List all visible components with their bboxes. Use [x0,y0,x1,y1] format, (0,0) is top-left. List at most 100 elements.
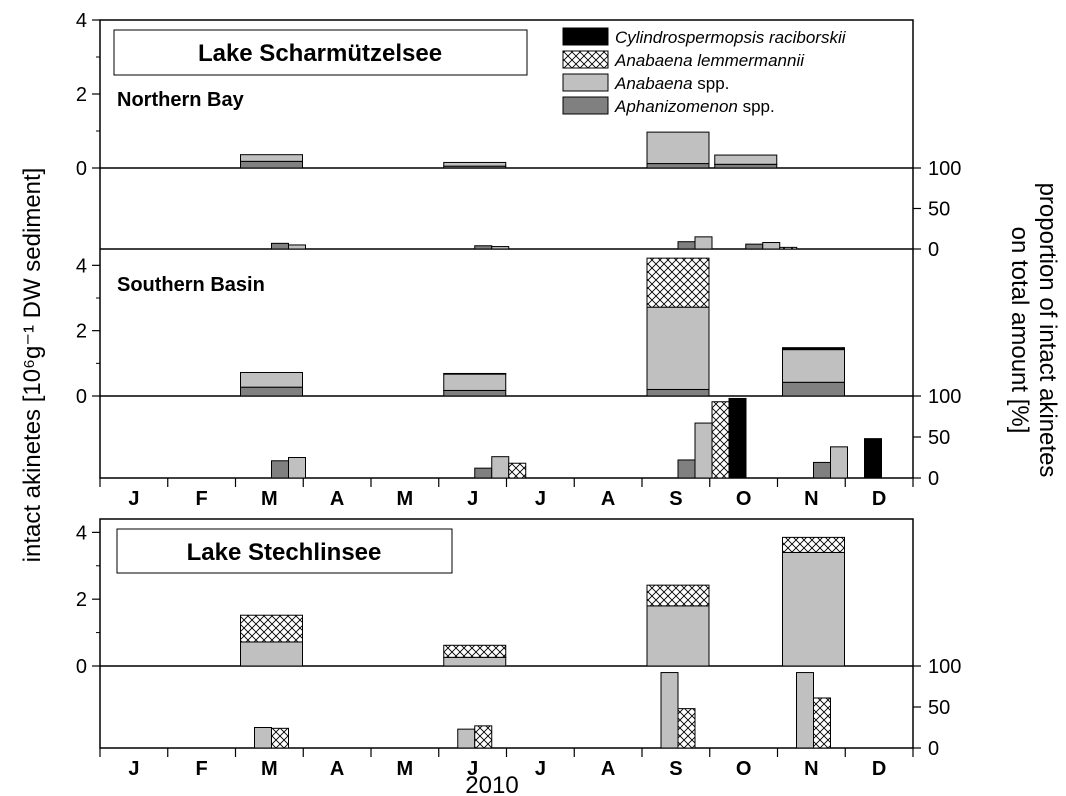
bar-lake-stechlinsee-abundance-Sep-anabaena-spp [646,605,710,667]
month-label-0-4: M [397,488,414,510]
bar-lake-stechlinsee-proportion-Sep-anabaena-lemmermannii [677,708,696,749]
bar-lake-scharm-tzelsee-southern-basin-abundance-Nov-anabaena-spp [782,349,845,383]
bar-lake-scharm-tzelsee-southern-basin-proportion-Jun-aphanizomenon-spp [474,467,493,479]
bar-lake-stechlinsee-proportion-Nov-anabaena-spp [796,672,814,749]
ytick-label: 4 [76,255,87,277]
lake2-title-box [116,528,453,574]
month-label-0-10: N [804,488,818,510]
month-label-0-7: A [601,488,615,510]
month-label-1-5: J [467,758,478,780]
legend-label-aphanizomenon: Aphanizomenon spp. [614,97,775,116]
y-axis-title-right-line1: proportion of intact akinetes [1034,183,1061,478]
ytick-label: 50 [928,427,950,449]
bar-lake-scharm-tzelsee-southern-basin-abundance-Jun-anabaena-spp [443,373,507,391]
bar-lake-scharm-tzelsee-southern-basin-proportion-Jun-anabaena-lemmermannii [508,462,527,479]
ytick-label: 2 [76,589,87,611]
legend-label-lemmermannii: Anabaena lemmermannii [614,51,805,70]
ytick-label: 50 [928,697,950,719]
ytick-label: 50 [928,199,950,221]
bar-lake-scharm-tzelsee-northern-bay-abundance-Sep-aphanizomenon-spp [646,163,710,169]
bar-lake-scharm-tzelsee-southern-basin-proportion-Sep-anabaena-spp [694,422,713,479]
bar-lake-scharm-tzelsee-southern-basin-proportion-Nov-cylindrospermopsis-raciborskii [864,438,882,479]
month-label-1-2: M [261,758,278,780]
month-label-1-7: A [601,758,615,780]
bar-lake-scharm-tzelsee-northern-bay-abundance-Oct-aphanizomenon-spp [714,163,778,169]
bar-lake-scharm-tzelsee-southern-basin-abundance-Mar-aphanizomenon-spp [240,386,303,397]
ytick-label: 0 [928,738,939,760]
ytick-label: 100 [928,386,961,408]
bar-lake-scharm-tzelsee-northern-bay-proportion-Mar-anabaena-spp [288,244,306,250]
bar-lake-scharm-tzelsee-southern-basin-proportion-Jun-anabaena-spp [491,456,510,479]
legend-swatch-aphanizomenon [562,96,609,115]
bar-lake-scharm-tzelsee-southern-basin-abundance-Sep-anabaena-lemmermannii [646,257,710,308]
bar-lake-scharm-tzelsee-northern-bay-proportion-Sep-aphanizomenon-spp [677,241,696,250]
month-label-0-9: O [736,488,752,510]
bar-lake-scharm-tzelsee-northern-bay-abundance-Mar-aphanizomenon-spp [240,160,303,169]
bar-lake-scharm-tzelsee-southern-basin-proportion-Mar-anabaena-spp [288,457,306,479]
bar-lake-scharm-tzelsee-southern-basin-abundance-Nov-aphanizomenon-spp [782,381,845,397]
month-label-0-8: S [669,488,682,510]
ytick-label: 2 [76,84,87,106]
northern-bay-label: Northern Bay [117,89,245,111]
bar-lake-stechlinsee-abundance-Mar-anabaena-lemmermannii [240,614,303,643]
legend-swatch-anabaena [562,73,609,92]
ytick-label: 2 [76,321,87,343]
bar-lake-scharm-tzelsee-northern-bay-proportion-Sep-anabaena-spp [694,236,713,250]
ytick-label: 100 [928,656,961,678]
axis-ticks: J F M A M J J A S O N D J F M A M J J A S O N D 0 2 4 0 50 100 0 2 4 0 50 1… [76,10,962,780]
bar-lake-scharm-tzelsee-northern-bay-proportion-Oct-anabaena-lemmermannii [779,246,798,250]
bar-lake-scharm-tzelsee-southern-basin-abundance-Mar-anabaena-spp [240,371,303,388]
bar-lake-scharm-tzelsee-southern-basin-proportion-Sep-aphanizomenon-spp [677,459,696,479]
month-label-1-4: M [397,758,414,780]
lake2-title: Lake Stechlinsee [187,539,382,566]
bar-lake-stechlinsee-proportion-Mar-anabaena-spp [254,727,272,749]
month-label-1-3: A [330,758,344,780]
month-label-0-6: J [535,488,546,510]
legend-swatch-lemmermannii [562,50,609,69]
bar-lake-stechlinsee-proportion-Nov-anabaena-lemmermannii [813,697,831,749]
bar-lake-stechlinsee-abundance-Sep-anabaena-lemmermannii [646,584,710,607]
bar-lake-stechlinsee-abundance-Nov-anabaena-spp [782,551,845,667]
ytick-label: 0 [928,468,939,490]
bar-lake-stechlinsee-proportion-Sep-anabaena-spp [660,672,679,749]
ytick-label: 0 [76,158,87,180]
bar-lake-stechlinsee-abundance-Jun-anabaena-lemmermannii [443,644,507,658]
legend-label-cylindrospermopsis: Cylindrospermopsis raciborskii [615,28,847,47]
chart-bars [240,131,882,749]
ytick-label: 0 [76,656,87,678]
month-label-1-1: F [196,758,208,780]
legend-swatch-cylindrospermopsis [562,27,609,46]
bar-lake-scharm-tzelsee-northern-bay-abundance-Mar-anabaena-spp [240,154,303,162]
bar-lake-scharm-tzelsee-southern-basin-abundance-Sep-aphanizomenon-spp [646,388,710,397]
southern-basin-label: Southern Basin [117,274,265,296]
bar-lake-scharm-tzelsee-southern-basin-proportion-Sep-anabaena-lemmermannii [711,401,730,479]
x-axis-title: 2010 [465,772,518,796]
month-label-0-11: D [872,488,886,510]
month-label-0-3: A [330,488,344,510]
month-label-1-9: O [736,758,752,780]
bar-lake-scharm-tzelsee-northern-bay-proportion-Jun-aphanizomenon-spp [474,245,493,250]
month-label-1-0: J [128,758,139,780]
bar-lake-scharm-tzelsee-northern-bay-abundance-Jun-anabaena-spp [443,161,507,167]
bar-lake-stechlinsee-proportion-Jun-anabaena-lemmermannii [474,725,493,749]
ytick-label: 4 [76,522,87,544]
y-axis-title-left: intact akinetes [10⁶g⁻¹ DW sediment] [19,168,46,563]
legend-label-anabaena: Anabaena spp. [614,74,729,93]
bar-lake-scharm-tzelsee-northern-bay-proportion-Oct-aphanizomenon-spp [745,243,764,250]
bar-lake-stechlinsee-abundance-Jun-anabaena-spp [443,656,507,667]
bar-lake-scharm-tzelsee-southern-basin-abundance-Jun-cylindrospermopsis-raciborskii [443,372,507,375]
lake1-title: Lake Scharmützelsee [198,40,442,67]
bar-lake-scharm-tzelsee-northern-bay-proportion-Mar-aphanizomenon-spp [271,242,289,250]
bar-lake-scharm-tzelsee-southern-basin-proportion-Mar-aphanizomenon-spp [271,460,289,479]
month-label-0-2: M [261,488,278,510]
bar-lake-stechlinsee-abundance-Nov-anabaena-lemmermannii [782,536,845,553]
month-label-1-11: D [872,758,886,780]
month-label-0-5: J [467,488,478,510]
month-label-0-0: J [128,488,139,510]
ytick-label: 0 [76,386,87,408]
month-label-1-10: N [804,758,818,780]
bar-lake-scharm-tzelsee-southern-basin-proportion-Nov-aphanizomenon-spp [813,461,831,479]
bar-lake-scharm-tzelsee-northern-bay-abundance-Oct-anabaena-spp [714,154,778,165]
y-axis-title-right-line2: on total amount [%] [1006,227,1033,434]
